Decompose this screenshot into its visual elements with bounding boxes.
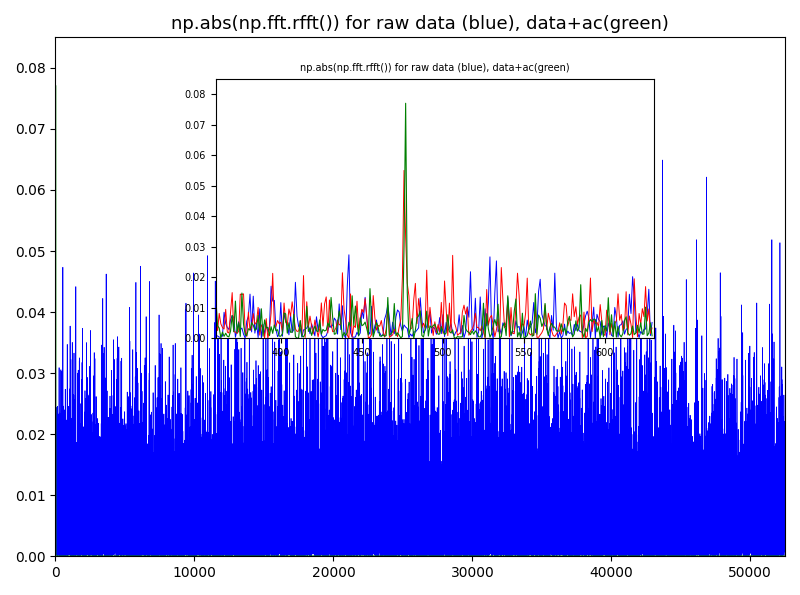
Title: np.abs(np.fft.rfft()) for raw data (blue), data+ac(green): np.abs(np.fft.rfft()) for raw data (blue… bbox=[171, 15, 669, 33]
